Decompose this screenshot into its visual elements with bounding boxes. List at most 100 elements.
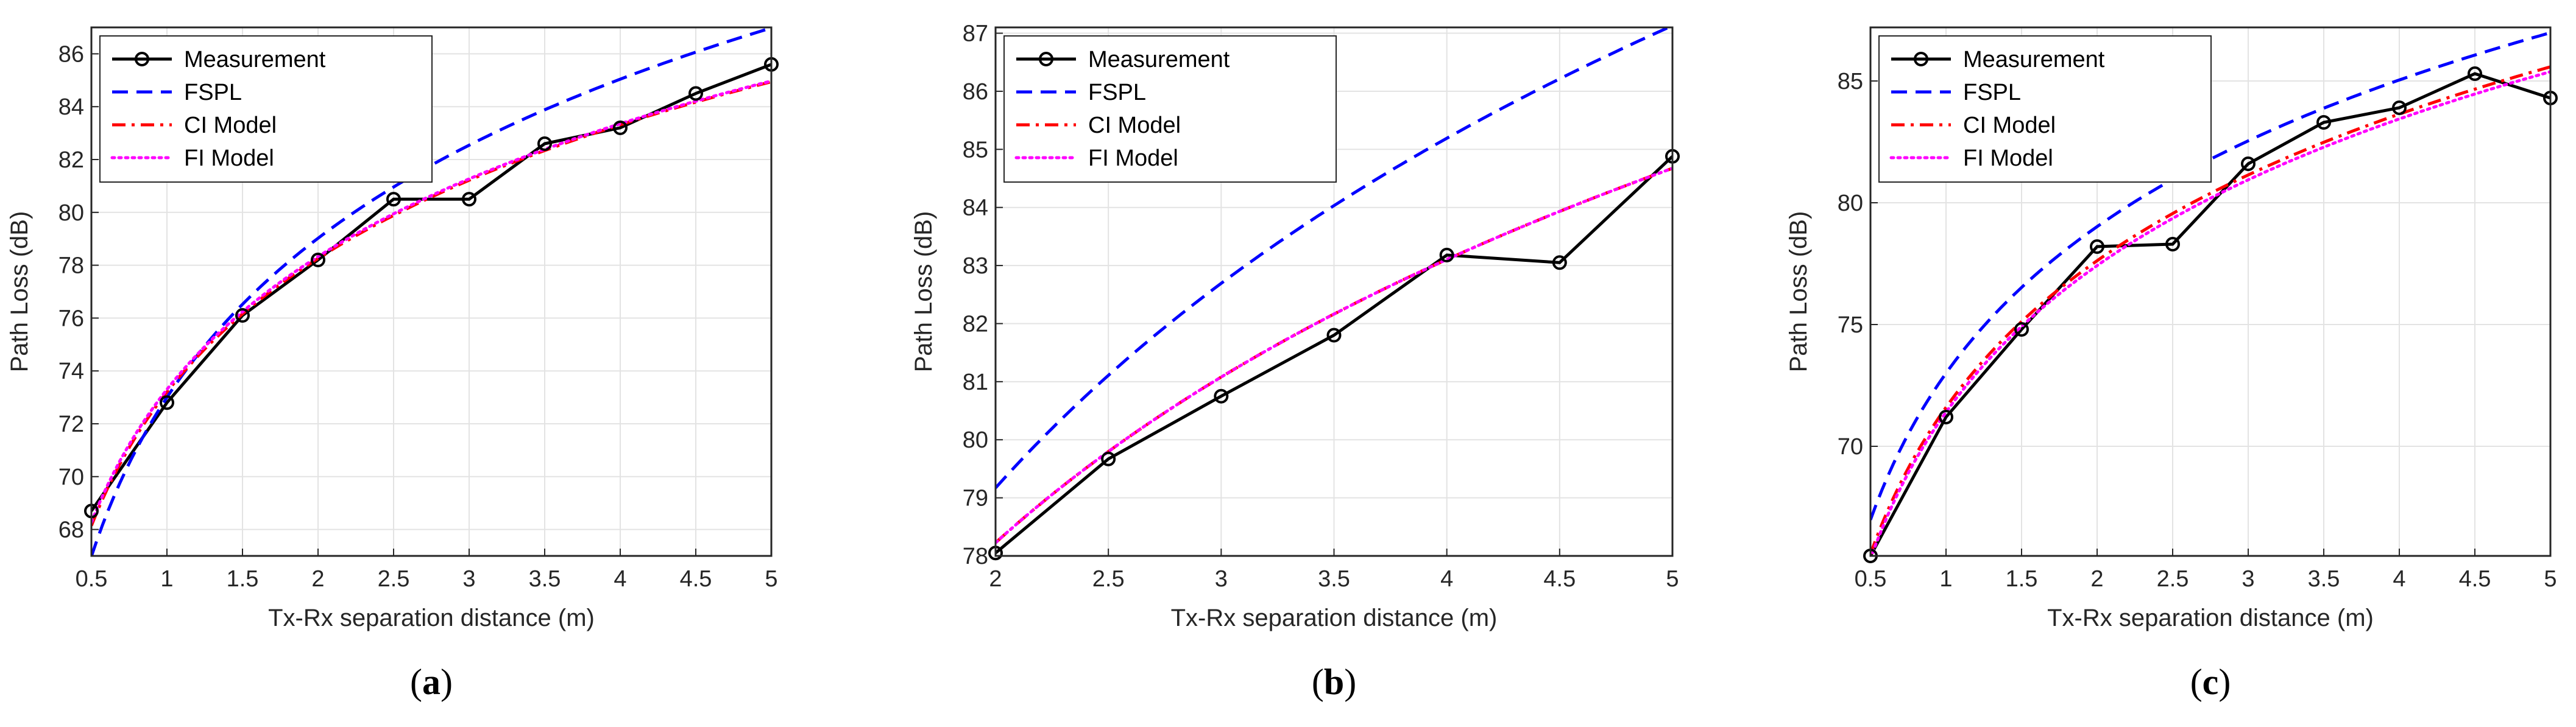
panel-caption: (c) [2190, 662, 2231, 702]
y-tick-label: 85 [963, 137, 988, 163]
series-line-ci-model [1870, 65, 2550, 555]
chart-svg: 0.5 1 1.5 2 2.5 3 3.5 4 4.5 5 68 70 72 74 76 78 80 82 84 8… [6, 26, 779, 702]
y-tick-label: 80 [1838, 191, 1863, 216]
legend-label: FI Model [1088, 146, 1178, 171]
series-line-fspl [91, 27, 771, 556]
data-point [386, 192, 401, 207]
chart-panel-c: 0.5 1 1.5 2 2.5 3 3.5 4 4.5 5 70 75 80 85 Tx-Rx sepa… [1717, 0, 2575, 727]
chart-svg: 2 2.5 3 3.5 4 4.5 5 78 79 80 81 82 83 84 85 86 87 Tx-Rx… [910, 21, 1680, 702]
data-point [1101, 451, 1116, 466]
x-tick-label: 2 [989, 566, 1002, 592]
y-axis-title: Path Loss (dB) [910, 211, 937, 373]
x-tick-label: 2 [311, 566, 324, 592]
x-tick-label: 2.5 [1092, 566, 1125, 592]
legend: Measurement FSPL CI Model FI Model [1003, 35, 1337, 183]
data-point [462, 192, 476, 207]
legend-item: FSPL [1891, 80, 2021, 105]
y-tick-label: 68 [58, 518, 84, 543]
panel-caption-letter: c [2203, 662, 2219, 702]
measurement-markers [84, 57, 779, 519]
data-point [160, 395, 174, 410]
chart-svg: 0.5 1 1.5 2 2.5 3 3.5 4 4.5 5 70 75 80 85 Tx-Rx sepa… [1785, 26, 2558, 702]
legend-label: Measurement [1088, 47, 1230, 72]
series-line-measurement [1870, 72, 2550, 556]
legend-item: FI Model [1014, 146, 1178, 171]
plot-area-border [90, 26, 773, 557]
data-point [2241, 156, 2256, 171]
series-line-fspl [1870, 31, 2550, 521]
data-point [1552, 255, 1567, 270]
x-tick-label: 4.5 [680, 566, 712, 592]
x-tick-label: 0.5 [1855, 566, 1887, 592]
legend-label: CI Model [1963, 113, 2056, 138]
series-line-fi-model [1870, 70, 2550, 556]
y-tick-label: 82 [58, 147, 84, 173]
legend-label: FI Model [184, 146, 274, 171]
y-ticks: 68 70 72 74 76 78 80 82 84 86 [58, 41, 99, 543]
panel-caption: (b) [1312, 662, 1356, 702]
y-tick-label: 72 [58, 412, 84, 437]
chart-panel-b: 2 2.5 3 3.5 4 4.5 5 78 79 80 81 82 83 84 85 86 87 Tx-Rx… [858, 0, 1717, 727]
y-tick-label: 84 [963, 195, 988, 221]
data-point [235, 308, 250, 323]
measurement-markers [1863, 66, 2558, 563]
y-tick-label: 83 [963, 253, 988, 279]
legend: Measurement FSPL CI Model FI Model [1878, 35, 2212, 183]
data-point [311, 252, 325, 267]
y-tick-label: 70 [58, 465, 84, 490]
series-line-measurement [996, 155, 1672, 555]
data-point [1439, 247, 1454, 262]
x-tick-label: 5 [2544, 566, 2557, 592]
y-tick-label: 85 [1838, 69, 1863, 94]
y-tick-label: 78 [58, 253, 84, 279]
series-line-fspl [996, 27, 1672, 489]
data-point [2316, 115, 2331, 130]
y-ticks: 70 75 80 85 [1838, 69, 1878, 460]
legend-label: FSPL [184, 80, 242, 105]
y-tick-label: 80 [963, 427, 988, 453]
x-axis-title: Tx-Rx separation distance (m) [2047, 605, 2374, 631]
y-tick-label: 80 [58, 200, 84, 226]
legend-label: Measurement [1963, 47, 2105, 72]
x-ticks: 2 2.5 3 3.5 4 4.5 5 [989, 549, 1679, 592]
legend-marker [1039, 52, 1053, 66]
x-tick-label: 3.5 [529, 566, 561, 592]
x-tick-label: 3.5 [2308, 566, 2340, 592]
legend-label: FSPL [1963, 80, 2021, 105]
x-axis-title: Tx-Rx separation distance (m) [268, 605, 595, 631]
data-point [537, 136, 552, 151]
y-tick-label: 87 [963, 21, 988, 47]
y-axis-title: Path Loss (dB) [6, 211, 33, 373]
y-tick-label: 76 [58, 306, 84, 331]
x-tick-label: 1 [160, 566, 173, 592]
series-line-fi-model [91, 79, 771, 524]
x-tick-label: 1.5 [227, 566, 259, 592]
y-tick-label: 86 [58, 41, 84, 67]
chart-panel-a: 0.5 1 1.5 2 2.5 3 3.5 4 4.5 5 68 70 72 74 76 78 80 82 84 8… [0, 0, 858, 727]
legend-item: Measurement [1891, 47, 2105, 72]
panel-caption-letter: b [1324, 662, 1344, 702]
x-tick-label: 3 [462, 566, 475, 592]
data-point [1326, 328, 1342, 343]
legend-marker [1914, 52, 1928, 66]
legend-item: CI Model [1891, 113, 2056, 138]
series-lines [91, 27, 771, 556]
y-tick-label: 70 [1838, 434, 1863, 460]
legend-item: FI Model [1889, 146, 2053, 171]
x-tick-label: 3.5 [1318, 566, 1350, 592]
legend-marker [135, 52, 149, 66]
y-tick-label: 78 [963, 544, 988, 569]
data-point [2392, 100, 2407, 115]
x-ticks: 0.5 1 1.5 2 2.5 3 3.5 4 4.5 5 [1855, 549, 2557, 592]
y-ticks: 78 79 80 81 82 83 84 85 86 87 [963, 21, 1003, 569]
legend-label: CI Model [184, 113, 277, 138]
legend-item: FI Model [110, 146, 274, 171]
legend-item: CI Model [1016, 113, 1181, 138]
y-tick-label: 86 [963, 79, 988, 105]
panel-caption-letter: a [422, 662, 441, 702]
plot-area-border [1869, 26, 2552, 557]
data-point [2090, 239, 2104, 254]
legend-label: CI Model [1088, 113, 1181, 138]
y-tick-label: 75 [1838, 312, 1863, 338]
legend: Measurement FSPL CI Model FI Model [99, 35, 433, 183]
